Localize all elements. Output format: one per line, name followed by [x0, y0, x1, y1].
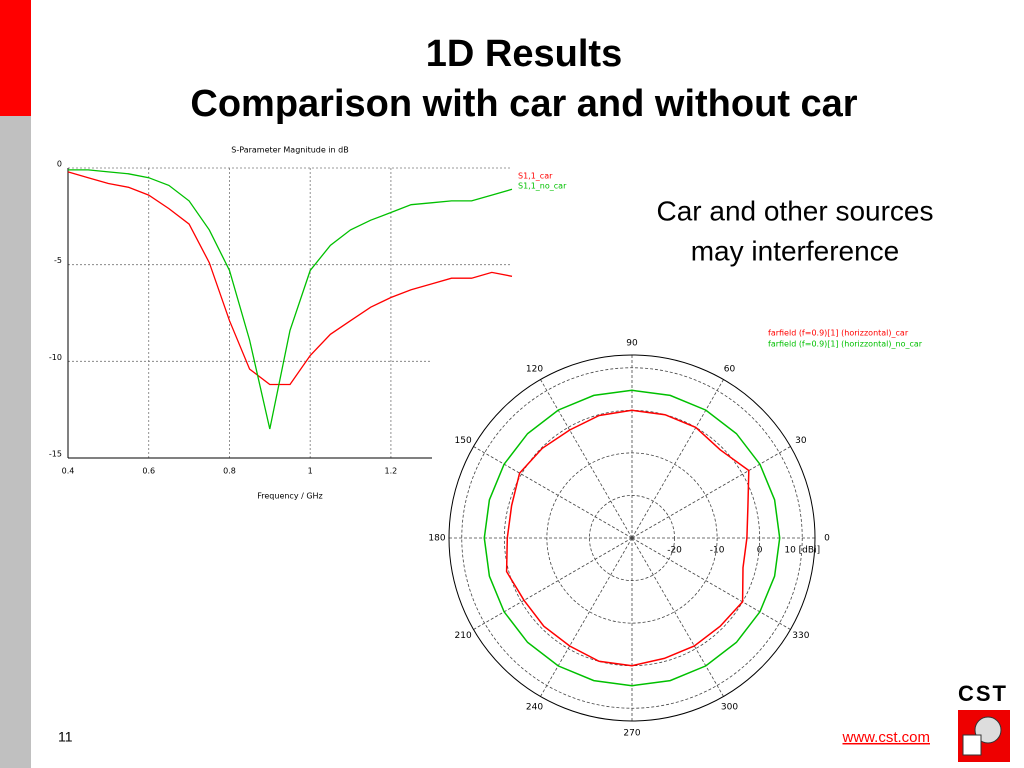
series-line — [68, 169, 513, 430]
slide-title: 1D Results — [426, 33, 622, 75]
theta-tick-label: 30 — [795, 436, 807, 446]
y-tick-label: -15 — [49, 450, 62, 459]
legend-entry: farfield (f=0.9)[1] (horizzontal)_no_car — [768, 340, 923, 349]
theta-tick-label: 150 — [455, 436, 472, 446]
r-tick-label: -10 — [710, 546, 725, 556]
y-tick-label: -5 — [54, 256, 62, 265]
grid-spoke — [540, 379, 633, 539]
theta-tick-label: 330 — [792, 631, 809, 641]
theta-tick-label: 90 — [626, 339, 638, 349]
series-line — [483, 389, 781, 687]
r-tick-label: 10 [dBi] — [784, 546, 820, 556]
legend-entry: S1,1_car — [518, 172, 553, 181]
grid-spoke — [540, 537, 633, 697]
x-tick-label: 1.2 — [385, 467, 398, 476]
page-number: 11 — [58, 729, 73, 745]
accent-bar — [0, 0, 31, 116]
grid-spoke — [631, 379, 724, 539]
grid-spoke — [631, 537, 791, 630]
legend-entry: farfield (f=0.9)[1] (horizzontal)_car — [768, 329, 909, 338]
chart-title: S-Parameter Magnitude in dB — [231, 146, 348, 155]
r-tick-label: -20 — [667, 546, 682, 556]
theta-tick-label: 0 — [824, 534, 830, 544]
logo-cube — [962, 734, 982, 756]
plot-background — [432, 312, 822, 732]
grid-spoke — [473, 537, 633, 630]
theta-tick-label: 210 — [455, 631, 472, 641]
theta-tick-label: 270 — [623, 729, 640, 739]
legend-entry: S1,1_no_car — [518, 182, 567, 191]
r-tick-label: 0 — [757, 546, 763, 556]
logo-text: CST — [958, 681, 1008, 706]
website-link[interactable]: www.cst.com — [841, 729, 930, 746]
note-text: Car and other sources — [656, 195, 933, 226]
farfield-polar-chart: -20 -10 0 10 [dBi] 0 30 60 90 120 150 180 210 240 270… — [428, 312, 923, 739]
grid-spoke — [631, 446, 791, 539]
grid-spoke — [631, 537, 724, 697]
y-tick-label: -10 — [49, 353, 62, 362]
y-tick-label: 0 — [57, 160, 62, 169]
note-text: may interference — [691, 235, 900, 266]
side-bar — [0, 116, 31, 768]
outer-circle — [448, 354, 816, 722]
x-tick-label: 0.4 — [62, 467, 75, 476]
x-axis-label: Frequency / GHz — [257, 492, 323, 501]
x-tick-label: 0.6 — [142, 467, 155, 476]
theta-tick-label: 300 — [721, 702, 738, 712]
slide-title: Comparison with car and without car — [190, 83, 857, 125]
theta-tick-label: 120 — [526, 365, 543, 375]
theta-tick-label: 180 — [428, 534, 445, 544]
series-line — [67, 171, 513, 386]
theta-tick-label: 240 — [526, 702, 543, 712]
x-tick-label: 0.8 — [223, 467, 236, 476]
theta-tick-label: 60 — [724, 365, 736, 375]
series-line — [505, 409, 750, 667]
grid-spoke — [473, 446, 633, 539]
x-tick-label: 1 — [308, 467, 313, 476]
